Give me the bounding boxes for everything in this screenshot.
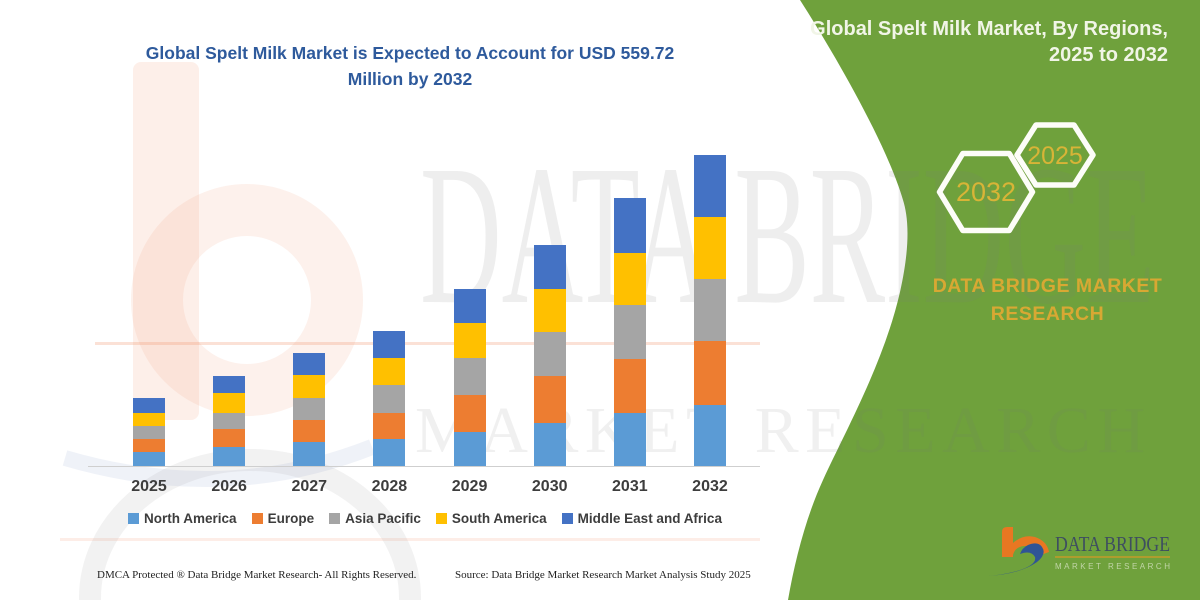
x-axis-label: 2025 <box>131 478 167 495</box>
bar-segment <box>133 451 165 466</box>
bar-segment <box>213 376 246 394</box>
watermark-logo-swoosh <box>62 439 375 488</box>
bar-segment <box>693 217 726 280</box>
bar-segment <box>293 374 326 398</box>
x-axis-label: 2031 <box>612 478 648 495</box>
bar-segment <box>293 442 326 466</box>
x-axis-label: 2030 <box>531 478 568 495</box>
chart-legend: North America Europe Asia Pacific South Ame… <box>90 511 760 526</box>
bar-segment <box>453 395 486 432</box>
bar-segment <box>293 420 326 442</box>
legend-swatch <box>128 513 140 524</box>
chart-area: 2025 2026 2027 2028 2029 2030 2031 2032 <box>90 140 760 495</box>
watermark-circle <box>79 449 421 600</box>
green-panel-shape <box>788 0 1200 600</box>
legend-item: North America <box>128 511 237 526</box>
bar-segment <box>373 412 406 439</box>
bar-segment <box>293 353 326 375</box>
legend-label: South America <box>451 511 547 526</box>
bar-segment <box>693 279 726 341</box>
bar-segment <box>533 244 566 289</box>
bar-segment <box>213 413 246 429</box>
bar-segment <box>293 397 326 421</box>
hexagon-badges: 2032 2025 <box>936 122 1096 234</box>
x-axis-label: 2028 <box>371 478 408 495</box>
legend-label: Europe <box>267 511 315 526</box>
bar-segment <box>613 413 646 466</box>
bar-segment <box>453 288 486 323</box>
legend-label: Middle East and Africa <box>577 511 722 526</box>
brand-text-line2: RESEARCH <box>990 303 1105 326</box>
watermark-band-1 <box>95 342 760 345</box>
bar-segment <box>453 358 486 395</box>
bar-segment <box>533 423 566 466</box>
legend-item: Asia Pacific <box>329 511 421 526</box>
legend-swatch <box>251 513 263 524</box>
legend-item: Middle East and Africa <box>561 511 722 526</box>
x-axis-label: 2027 <box>291 478 328 495</box>
bar-segment <box>693 405 726 466</box>
brand-text-line1: DATA BRIDGE MARKET <box>932 275 1163 297</box>
logo-subname: MARKET RESEARCH <box>1055 562 1170 571</box>
bar-segment <box>613 252 646 305</box>
bar-segment <box>453 432 486 466</box>
hexagon-2032 <box>936 150 1036 234</box>
bar-segment <box>133 397 165 413</box>
hexagon-2025-label: 2025 <box>1027 142 1083 170</box>
logo-swoosh-icon <box>988 543 1044 576</box>
bar-segment <box>133 412 165 427</box>
legend-item: South America <box>435 511 547 526</box>
watermark-logo-bowl <box>131 184 363 416</box>
bar-segment <box>613 198 646 253</box>
bar-segment <box>213 446 246 466</box>
legend-swatch <box>561 513 573 524</box>
legend-label: Asia Pacific <box>345 511 421 526</box>
chart-title: Global Spelt Milk Market is Expected to … <box>145 43 675 90</box>
bar-segment <box>133 439 165 452</box>
bar-segment <box>213 428 246 447</box>
legend-swatch <box>435 513 447 524</box>
x-axis-line <box>88 466 760 467</box>
brand-text: DATA BRIDGE MARKET RESEARCH <box>915 272 1180 329</box>
bar-segment <box>133 426 165 440</box>
legend-item: Europe <box>251 511 315 526</box>
panel-title-line2: 2025 to 2032 <box>1049 44 1168 66</box>
bar-segment <box>373 330 406 358</box>
bar-segment <box>373 438 406 466</box>
x-axis-label: 2026 <box>211 478 247 495</box>
legend-swatch <box>329 513 341 524</box>
bar-segment <box>613 359 646 414</box>
logo-name: DATA BRIDGE <box>1055 532 1170 556</box>
hexagon-2032-label: 2032 <box>956 177 1016 207</box>
company-logo: DATA BRIDGE MARKET RESEARCH <box>988 527 1170 576</box>
bar-segment <box>373 357 406 385</box>
hexagon-2025 <box>1014 122 1096 188</box>
panel-title-line1: Global Spelt Milk Market, By Regions, <box>810 18 1168 40</box>
bar-segment <box>533 331 566 376</box>
watermark-band-2 <box>60 538 760 541</box>
panel-title: Global Spelt Milk Market, By Regions, 20… <box>800 16 1168 68</box>
x-axis-label: 2032 <box>692 478 728 495</box>
watermark-logo-stem <box>133 62 199 420</box>
bar-segment <box>533 288 566 332</box>
bar-segment <box>373 385 406 413</box>
footer-copyright: DMCA Protected ® Data Bridge Market Rese… <box>97 569 417 581</box>
bar-segment <box>213 393 246 414</box>
bar-segment <box>693 154 726 217</box>
bar-segment <box>533 376 566 423</box>
legend-label: North America <box>144 511 237 526</box>
bar-segment <box>613 304 646 360</box>
footer-source: Source: Data Bridge Market Research Mark… <box>455 569 751 581</box>
bar-segment <box>453 322 486 359</box>
bar-segment <box>693 340 726 406</box>
x-axis-label: 2029 <box>451 478 488 495</box>
